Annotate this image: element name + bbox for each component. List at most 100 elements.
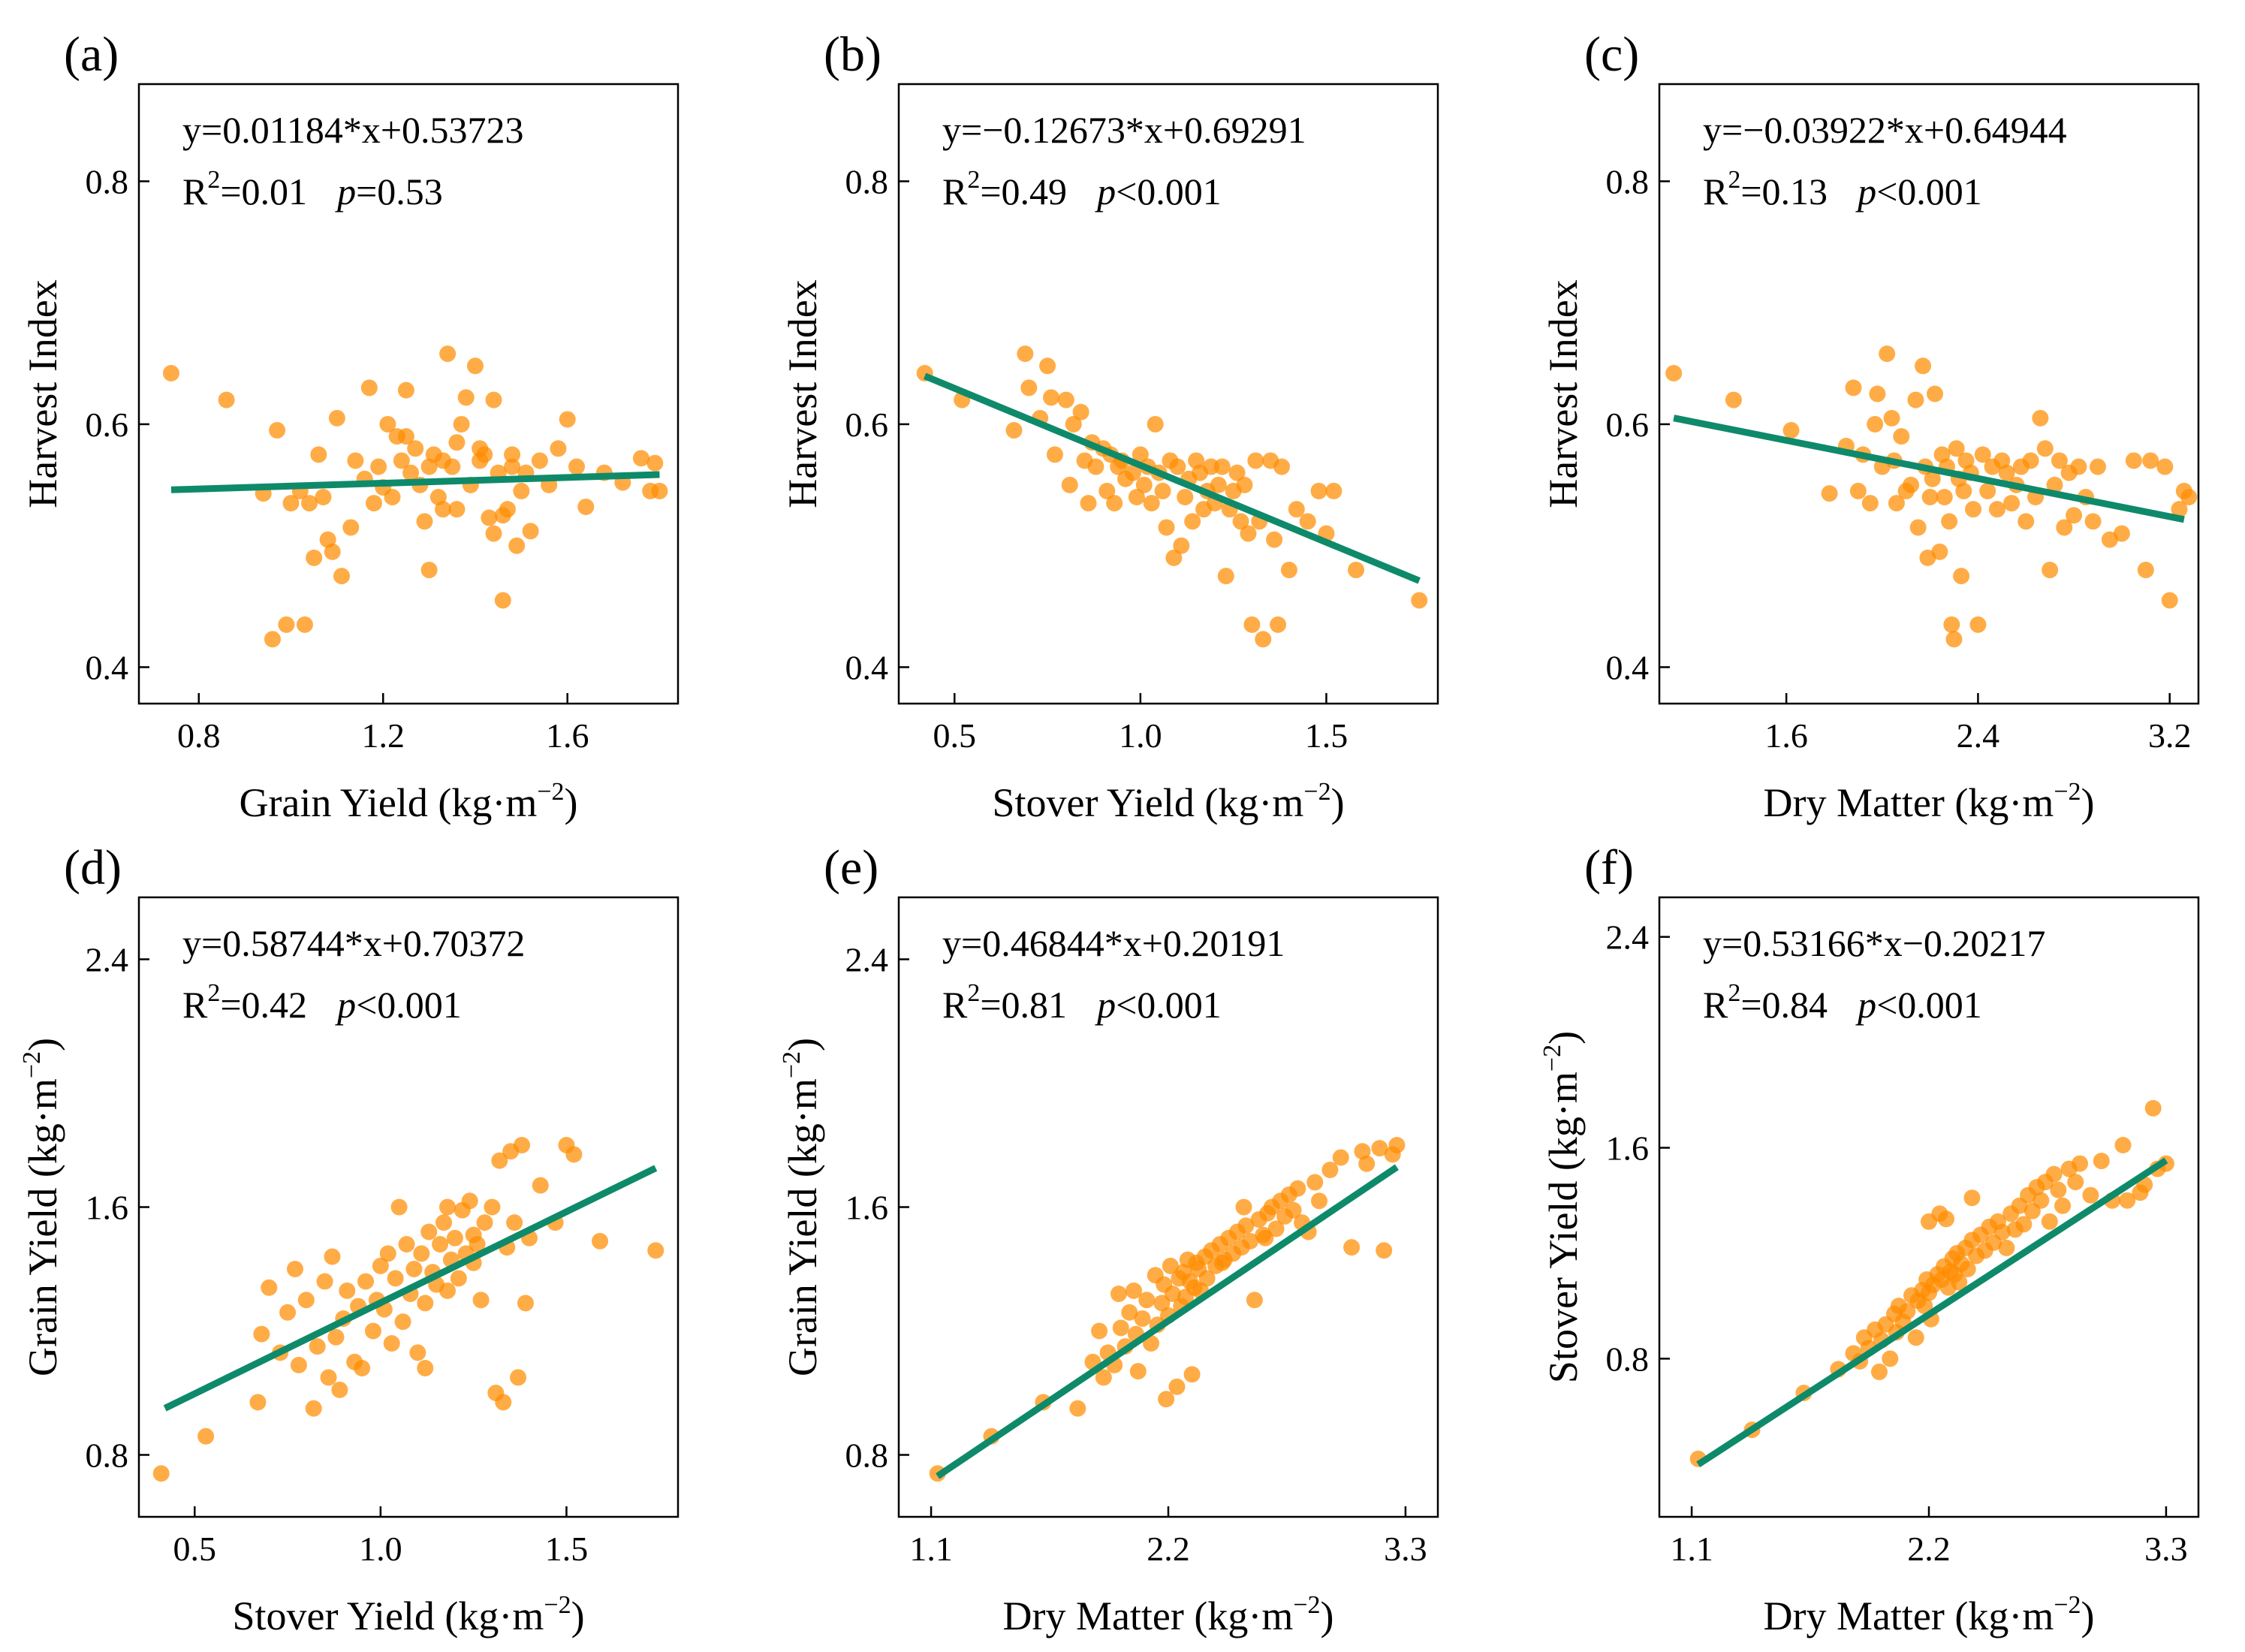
data-point (1867, 415, 1884, 433)
data-point (1979, 482, 1996, 499)
data-point (305, 1400, 322, 1417)
data-point (1969, 616, 1987, 633)
data-point (1184, 513, 1201, 530)
data-point (328, 409, 345, 427)
data-point (1020, 379, 1038, 396)
regression-equation: y=0.01184*x+0.53723 (182, 109, 524, 151)
data-point (2066, 507, 2083, 524)
data-point (632, 450, 649, 467)
data-point (1017, 345, 1034, 363)
data-point (1916, 1298, 1933, 1315)
scatter-points (1665, 345, 2198, 648)
data-point (1213, 458, 1231, 475)
data-point (297, 1292, 315, 1309)
data-point (2114, 1137, 2132, 1153)
data-point (2033, 1192, 2050, 1209)
y-axis-label: Harvest Index (20, 279, 65, 508)
data-point (2089, 458, 2106, 475)
x-tick-label: 1.2 (361, 716, 405, 755)
data-point (2070, 458, 2087, 475)
data-point (324, 543, 341, 560)
data-point (1080, 495, 1097, 512)
data-point (1237, 1217, 1255, 1234)
x-tick-label: 3.3 (1384, 1530, 1427, 1568)
data-point (315, 489, 332, 505)
data-point (472, 1292, 490, 1309)
x-axis-label: Stover Yield (kg·m−2) (232, 1591, 584, 1638)
x-tick-label: 1.5 (545, 1530, 589, 1568)
y-tick-label: 0.8 (86, 1436, 129, 1475)
data-point (1993, 1223, 2011, 1241)
data-point (1411, 592, 1428, 609)
r2-p-stat: R2=0.13 p<0.001 (1703, 166, 1982, 213)
data-point (481, 509, 498, 526)
y-axis-label: Stover Yield (kg·m−2) (1538, 1031, 1586, 1383)
data-point (1126, 1282, 1143, 1299)
data-point (1941, 513, 1958, 530)
data-point (1870, 1363, 1888, 1380)
r2-p-stat: R2=0.81 p<0.001 (942, 979, 1222, 1026)
regression-line (936, 1164, 1399, 1479)
data-point (2144, 1099, 2162, 1117)
y-tick-label: 0.4 (1606, 648, 1650, 686)
data-point (1888, 495, 1905, 512)
scatter-points (162, 345, 668, 648)
data-point (296, 616, 313, 633)
x-axis-label: Dry Matter (kg·m−2) (1763, 1591, 2094, 1638)
y-axis-label: Grain Yield (kg·m−2) (778, 1038, 825, 1376)
data-point (1371, 1140, 1388, 1157)
data-point (522, 523, 539, 540)
data-point (494, 592, 511, 609)
data-point (1924, 470, 1941, 487)
data-point (306, 549, 323, 566)
data-point (435, 1214, 453, 1231)
data-point (651, 482, 668, 499)
data-point (1039, 357, 1056, 375)
panel-label: (e) (824, 840, 878, 895)
data-point (384, 489, 401, 505)
regression-equation: y=0.46844*x+0.20191 (942, 922, 1285, 964)
data-point (1943, 616, 1960, 633)
data-point (1285, 1201, 1302, 1219)
data-point (1959, 1261, 1976, 1277)
data-point (532, 1177, 549, 1194)
data-point (1098, 482, 1116, 499)
data-point (1183, 1366, 1201, 1383)
data-point (1899, 1303, 1916, 1320)
x-axis-label: Dry Matter (kg·m−2) (1002, 1591, 1333, 1638)
data-point (1228, 464, 1246, 481)
plot-frame (1658, 83, 2200, 705)
data-point (2041, 1213, 2058, 1230)
x-tick-label: 1.0 (1119, 716, 1162, 755)
data-point (269, 422, 286, 439)
regression-equation: y=−0.12673*x+0.69291 (942, 109, 1306, 151)
data-point (559, 411, 576, 428)
regression-equation: y=−0.03922*x+0.64944 (1703, 109, 2067, 151)
data-point (1879, 345, 1896, 363)
data-point (2119, 1192, 2136, 1209)
data-point (1065, 415, 1082, 433)
data-point (420, 458, 438, 475)
data-point (261, 1279, 278, 1296)
data-point (264, 631, 281, 648)
data-point (1169, 458, 1186, 475)
y-tick-label: 0.8 (845, 1436, 889, 1475)
data-point (646, 454, 664, 472)
data-point (409, 1344, 426, 1361)
data-point (476, 1214, 493, 1231)
data-point (1332, 1149, 1349, 1166)
data-point (1043, 389, 1060, 406)
data-point (1354, 1143, 1371, 1160)
data-point (504, 446, 521, 463)
data-point (309, 1338, 326, 1355)
data-point (1129, 1363, 1147, 1380)
r2-p-stat: R2=0.01 p=0.53 (182, 166, 443, 213)
data-point (506, 1214, 523, 1231)
data-point (365, 495, 382, 512)
data-point (461, 1192, 478, 1210)
x-tick-label: 1.1 (909, 1530, 953, 1568)
data-point (2050, 1181, 2067, 1198)
y-tick-label: 0.8 (1606, 1340, 1650, 1378)
data-point (379, 1245, 396, 1262)
